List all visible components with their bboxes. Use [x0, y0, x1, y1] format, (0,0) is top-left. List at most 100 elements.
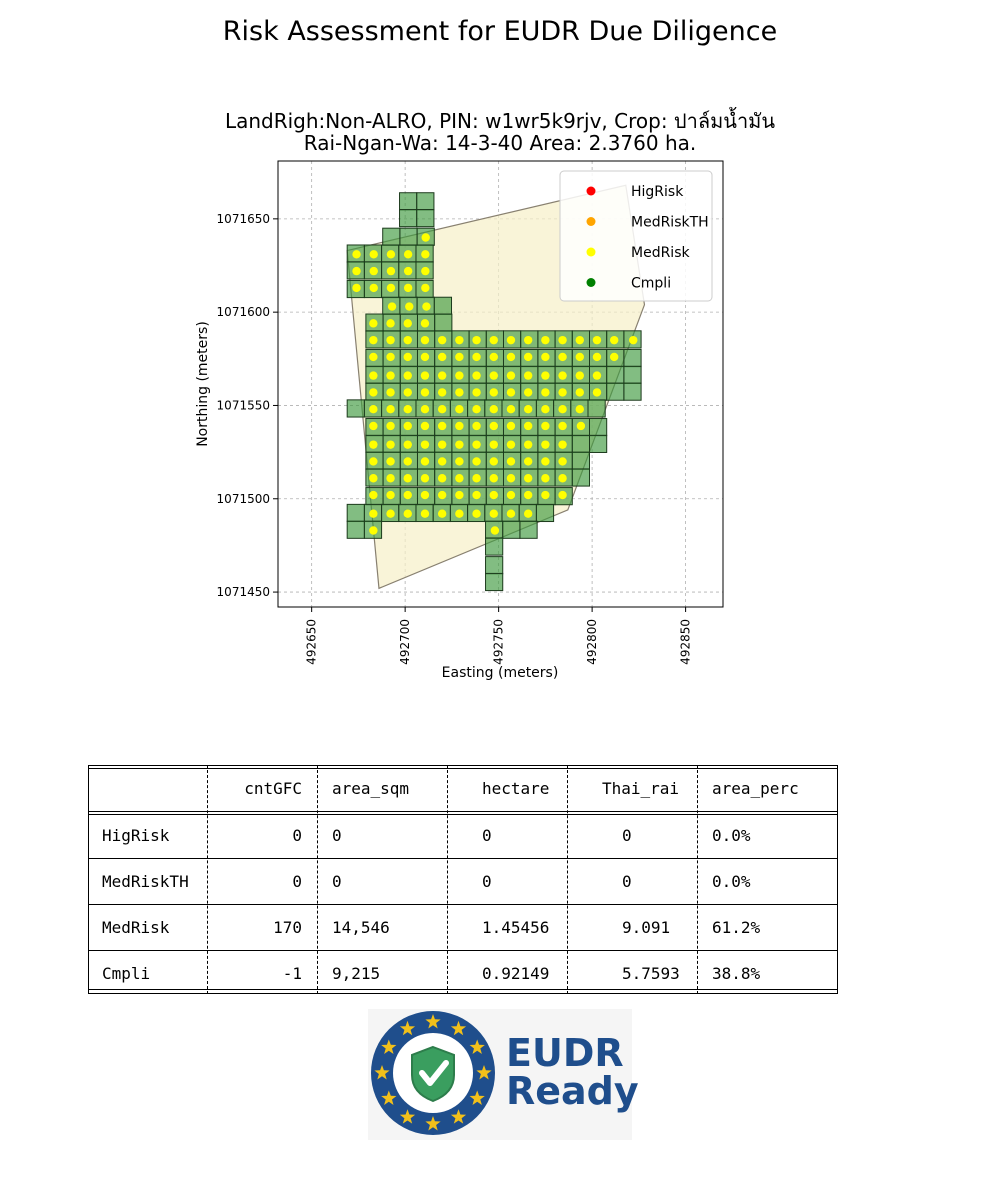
gfc-cell — [571, 451, 591, 470]
plot-frame — [277, 160, 724, 608]
gfc-cell — [587, 399, 606, 418]
medrisk-point — [558, 474, 567, 483]
medrisk-point — [506, 421, 516, 431]
header-area-sqm: area_sqm — [332, 779, 410, 798]
legend-marker — [586, 186, 596, 196]
eu-star-badge-icon — [371, 1011, 495, 1135]
medrisk-point — [472, 371, 481, 380]
table-rule — [88, 768, 838, 769]
medrisk-point — [472, 474, 481, 483]
cell-hectare: 1.45456 — [482, 918, 550, 937]
x-tick-label: 492850 — [679, 619, 693, 665]
medrisk-point — [629, 335, 638, 345]
medrisk-point — [437, 388, 447, 397]
medrisk-point — [609, 335, 619, 345]
medrisk-point — [472, 335, 481, 345]
table-rule — [88, 858, 838, 859]
logo-star — [469, 1039, 485, 1054]
y-tick-label: 1071600 — [217, 305, 270, 319]
medrisk-point — [472, 388, 481, 397]
legend-marker — [586, 247, 596, 257]
cell-thai-rai: 0 — [622, 872, 632, 891]
medrisk-point — [541, 421, 550, 431]
medrisk-point — [369, 526, 378, 535]
medrisk-point — [437, 371, 447, 380]
medrisk-point — [523, 352, 533, 362]
medrisk-point — [472, 352, 481, 362]
medrisk-point — [541, 388, 550, 397]
eudr-ready-logo: EUDR Ready — [368, 1009, 639, 1140]
medrisk-point — [352, 266, 361, 276]
risk-points-layer — [352, 233, 638, 535]
logo-text-ready: Ready — [506, 1069, 639, 1113]
medrisk-point — [523, 388, 533, 397]
logo-star — [469, 1090, 485, 1105]
medrisk-point — [405, 302, 414, 311]
medrisk-point — [420, 404, 430, 414]
gfc-cell — [535, 503, 555, 523]
medrisk-point — [558, 440, 567, 449]
medrisk-point — [575, 335, 584, 345]
medrisk-point — [403, 352, 412, 362]
medrisk-point — [369, 509, 378, 518]
medrisk-point — [386, 319, 395, 328]
gfc-cell — [589, 434, 608, 453]
gfc-cell — [346, 503, 365, 523]
medrisk-point — [369, 404, 378, 414]
medrisk-point — [506, 457, 516, 466]
table-rule — [88, 904, 838, 905]
y-tick-label: 1071550 — [217, 398, 270, 412]
plot-subtitle-line2: Rai-Ngan-Wa: 14-3-40 Area: 2.3760 ha. — [303, 131, 697, 155]
gfc-cell — [606, 365, 625, 384]
medrisk-point — [541, 457, 550, 466]
medrisk-point — [403, 490, 412, 500]
cell-thai-rai: 5.7593 — [622, 964, 680, 983]
medrisk-point — [523, 404, 533, 414]
medrisk-point — [352, 250, 361, 259]
gfc-cell — [606, 382, 625, 401]
cell-area-perc: 61.2% — [712, 918, 761, 937]
medrisk-point — [472, 490, 481, 500]
medrisk-point — [420, 319, 430, 328]
row-name: MedRiskTH — [102, 872, 189, 891]
medrisk-point — [386, 490, 395, 500]
medrisk-point — [369, 266, 378, 276]
medrisk-point — [455, 509, 464, 518]
medrisk-point — [558, 404, 567, 414]
header-hectare: hectare — [482, 779, 550, 798]
medrisk-point — [455, 474, 464, 483]
medrisk-point — [523, 371, 533, 380]
legend-label: HigRisk — [631, 184, 684, 200]
medrisk-point — [420, 474, 430, 483]
y-axis-label: Northing (meters) — [195, 321, 211, 447]
medrisk-point — [403, 474, 412, 483]
medrisk-point — [403, 250, 413, 259]
cell-area-sqm: 0 — [332, 872, 342, 891]
medrisk-point — [421, 250, 430, 259]
medrisk-point — [455, 457, 464, 466]
gfc-cell — [416, 209, 435, 228]
medrisk-point — [609, 352, 619, 362]
cell-cntgfc: 0 — [292, 872, 302, 891]
table-frame — [88, 765, 838, 994]
y-tick-label: 1071500 — [217, 492, 270, 506]
medrisk-point — [437, 474, 447, 483]
x-tick-label: 492750 — [492, 619, 506, 665]
medrisk-point — [455, 490, 464, 500]
risk-summary-table: cntGFC area_sqm hectare Thai_rai area_pe… — [88, 765, 838, 994]
medrisk-point — [369, 490, 378, 500]
medrisk-point — [592, 352, 602, 362]
medrisk-point — [489, 335, 498, 345]
cell-area-perc: 0.0% — [712, 872, 751, 891]
medrisk-point — [455, 335, 464, 345]
medrisk-point — [369, 352, 378, 362]
x-tick-label: 492800 — [585, 619, 599, 665]
medrisk-point — [489, 388, 498, 397]
medrisk-point — [506, 509, 516, 518]
cell-cntgfc: 170 — [273, 918, 302, 937]
risk-map-chart: 492650 492700 492750 492800 492850 1071450 107… — [195, 160, 724, 681]
medrisk-point — [592, 335, 602, 345]
logo-star — [425, 1116, 441, 1131]
table-col-divider — [317, 765, 318, 994]
medrisk-point — [455, 440, 464, 449]
